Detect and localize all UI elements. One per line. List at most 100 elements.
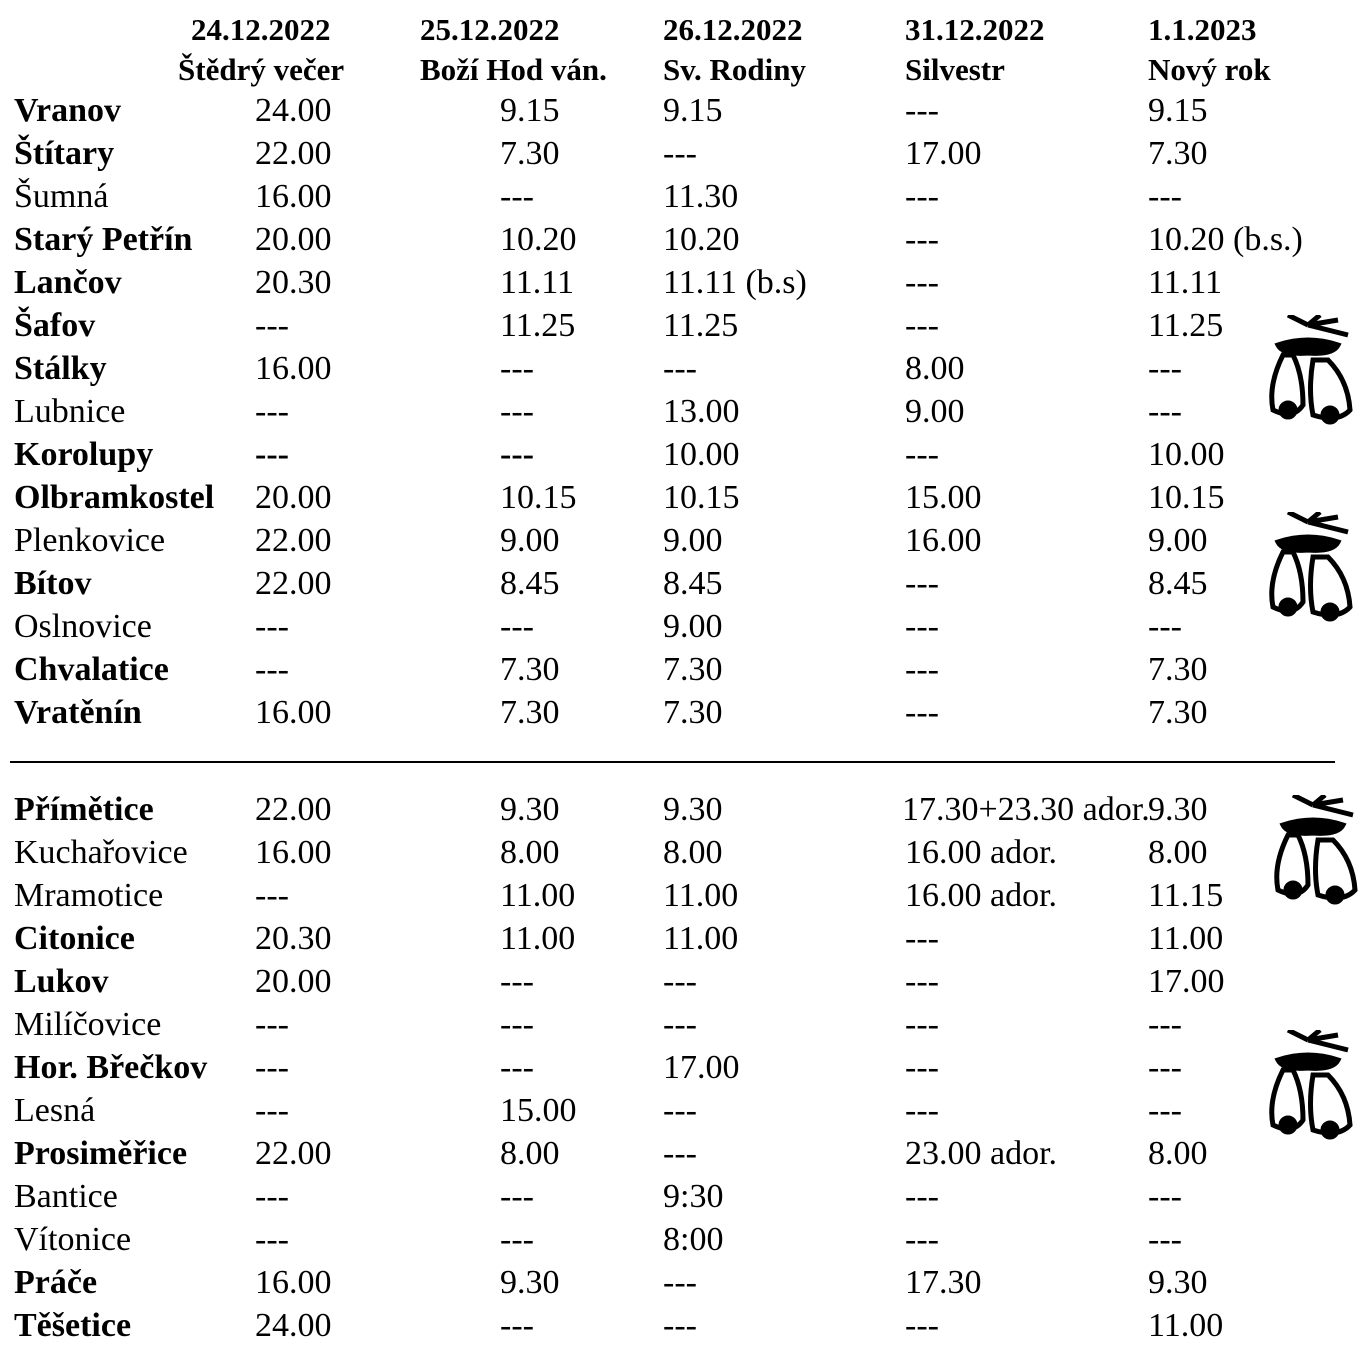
mass-time: 11.15 <box>1148 877 1224 914</box>
mass-time: 11.00 <box>500 877 576 914</box>
place-name: Lesná <box>14 1092 96 1129</box>
mass-time: 17.30+23.30 ador. <box>902 791 1150 828</box>
mass-time: --- <box>905 307 939 344</box>
place-name: Korolupy <box>14 436 154 473</box>
place-name: Starý Petřín <box>14 221 193 258</box>
mass-time: 20.30 <box>255 264 332 301</box>
mass-time: --- <box>905 608 939 645</box>
mass-time: --- <box>500 1006 534 1043</box>
mass-time: 11.30 <box>663 178 739 215</box>
mass-time: --- <box>905 436 939 473</box>
mass-time: 15.00 <box>500 1092 577 1129</box>
mass-time: 11.11 <box>500 264 574 301</box>
mass-time: 9.00 <box>905 393 965 430</box>
place-name: Práče <box>14 1264 98 1301</box>
mass-time: --- <box>905 694 939 731</box>
place-name: Lubnice <box>14 393 126 430</box>
mass-time: 11.00 <box>1148 920 1224 957</box>
column-day: Štědrý večer <box>178 52 345 87</box>
mass-time: --- <box>1148 608 1182 645</box>
place-name: Šumná <box>14 178 109 215</box>
place-name: Mramotice <box>14 877 164 914</box>
mass-time: --- <box>500 608 534 645</box>
mass-time: --- <box>905 92 939 129</box>
mass-time: --- <box>500 1221 534 1258</box>
mass-time: 8.00 <box>663 834 723 871</box>
mass-time: --- <box>905 1049 939 1086</box>
mass-time: --- <box>905 1221 939 1258</box>
mass-time: 11.25 <box>500 307 576 344</box>
mass-time: 20.00 <box>255 479 332 516</box>
place-name: Plenkovice <box>14 522 166 559</box>
mass-time: --- <box>905 963 939 1000</box>
mass-time: 8.00 <box>905 350 965 387</box>
mass-time: 8.00 <box>1148 834 1208 871</box>
place-name: Citonice <box>14 920 135 957</box>
mass-time: 7.30 <box>663 694 723 731</box>
mass-time: 22.00 <box>255 522 332 559</box>
mass-time: --- <box>905 221 939 258</box>
mass-time: 9.30 <box>663 791 723 828</box>
mass-time: --- <box>663 135 697 172</box>
mass-time: 9:30 <box>663 1178 724 1215</box>
mass-time: 9.30 <box>1148 791 1208 828</box>
column-day: Sv. Rodiny <box>663 52 807 87</box>
mass-time: --- <box>905 1092 939 1129</box>
place-name: Přímětice <box>14 791 154 828</box>
bell-icon <box>1274 795 1358 905</box>
bell-icon <box>1269 315 1353 425</box>
mass-time: 8.00 <box>500 1135 560 1172</box>
mass-time: --- <box>500 393 534 430</box>
mass-time: --- <box>500 350 534 387</box>
place-name: Milíčovice <box>14 1006 162 1043</box>
mass-time: --- <box>500 1178 534 1215</box>
mass-time: 9.30 <box>1148 1264 1208 1301</box>
column-day: Boží Hod ván. <box>420 52 607 87</box>
column-date: 24.12.2022 <box>191 12 331 47</box>
mass-time: --- <box>905 920 939 957</box>
mass-time: 16.00 <box>255 178 332 215</box>
mass-time: 16.00 <box>255 1264 332 1301</box>
mass-time: 9.15 <box>663 92 723 129</box>
mass-time: 11.00 <box>663 877 739 914</box>
mass-time: 11.11 <box>1148 264 1222 301</box>
mass-time: 7.30 <box>1148 651 1208 688</box>
mass-time: --- <box>255 1092 289 1129</box>
mass-time: 10.15 <box>1148 479 1225 516</box>
mass-time: --- <box>663 963 697 1000</box>
mass-time: 8:00 <box>663 1221 724 1258</box>
mass-time: --- <box>1148 1221 1182 1258</box>
mass-time: 8.00 <box>1148 1135 1208 1172</box>
mass-time: 10.20 <box>500 221 577 258</box>
mass-time: 16.00 ador. <box>905 834 1058 871</box>
mass-time: --- <box>663 1006 697 1043</box>
mass-time: --- <box>1148 350 1182 387</box>
mass-time: --- <box>255 307 289 344</box>
place-name: Lančov <box>14 264 122 301</box>
mass-time: --- <box>255 1006 289 1043</box>
column-date: 1.1.2023 <box>1148 12 1257 47</box>
mass-time: 11.00 <box>663 920 739 957</box>
column-day: Silvestr <box>905 52 1005 87</box>
mass-time: 10.20 <box>663 221 740 258</box>
mass-time: --- <box>500 178 534 215</box>
mass-time: 11.25 <box>663 307 739 344</box>
mass-time: 7.30 <box>500 694 560 731</box>
column-day: Nový rok <box>1148 52 1271 87</box>
mass-time: 8.45 <box>1148 565 1208 602</box>
mass-time: 23.00 ador. <box>905 1135 1058 1172</box>
mass-time: --- <box>255 1221 289 1258</box>
mass-time: --- <box>905 1178 939 1215</box>
mass-time: 11.00 <box>500 920 576 957</box>
place-name: Oslnovice <box>14 608 152 645</box>
mass-time: 11.25 <box>1148 307 1224 344</box>
mass-time: 9.15 <box>1148 92 1208 129</box>
mass-time: 22.00 <box>255 1135 332 1172</box>
mass-time: 7.30 <box>1148 135 1208 172</box>
mass-time: --- <box>905 264 939 301</box>
place-name: Lukov <box>14 963 109 1000</box>
column-date: 31.12.2022 <box>905 12 1045 47</box>
mass-time: 10.15 <box>500 479 577 516</box>
mass-time: --- <box>663 1092 697 1129</box>
